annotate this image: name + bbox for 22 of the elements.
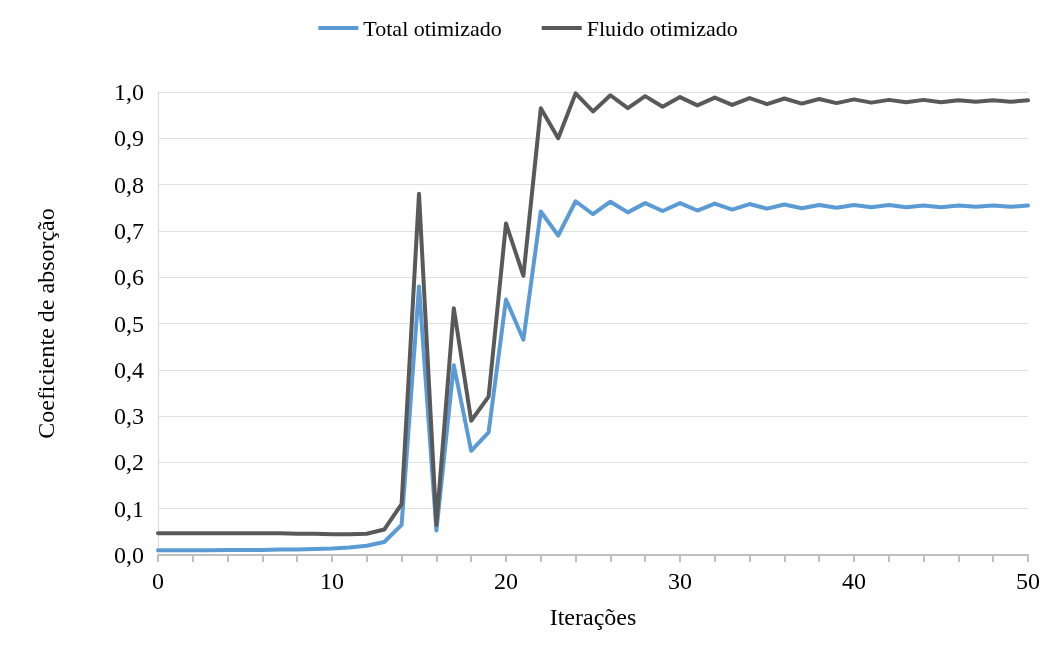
legend-label: Total otimizado <box>363 15 502 41</box>
line-series <box>156 91 1030 537</box>
y-tick-label: 0,9 <box>114 125 144 152</box>
x-tick-label: 10 <box>320 568 344 594</box>
y-tick-label: 0,4 <box>114 356 144 383</box>
y-tick-label: 0,6 <box>114 264 144 291</box>
y-tick-label: 0,7 <box>114 217 144 244</box>
x-tick-label: 20 <box>494 568 518 594</box>
y-tick-label: 0,5 <box>114 310 144 337</box>
legend-label: Fluido otimizado <box>586 15 738 41</box>
y-tick-label: 0,0 <box>114 542 144 568</box>
x-tick-label: 0 <box>152 568 164 594</box>
x-axis-title: Iterações <box>549 604 637 630</box>
y-tick-label: 0,1 <box>114 495 144 522</box>
y-axis-title: Coeficiente de absorção <box>33 208 59 439</box>
y-tick-label: 1,0 <box>114 79 144 105</box>
y-tick-label: 0,2 <box>114 449 144 476</box>
x-tick-label: 50 <box>1016 568 1040 594</box>
x-tick-label: 40 <box>842 568 866 594</box>
y-tick-label: 0,3 <box>114 403 144 430</box>
y-tick-label: 0,8 <box>114 171 144 198</box>
x-tick-label: 30 <box>668 568 692 594</box>
